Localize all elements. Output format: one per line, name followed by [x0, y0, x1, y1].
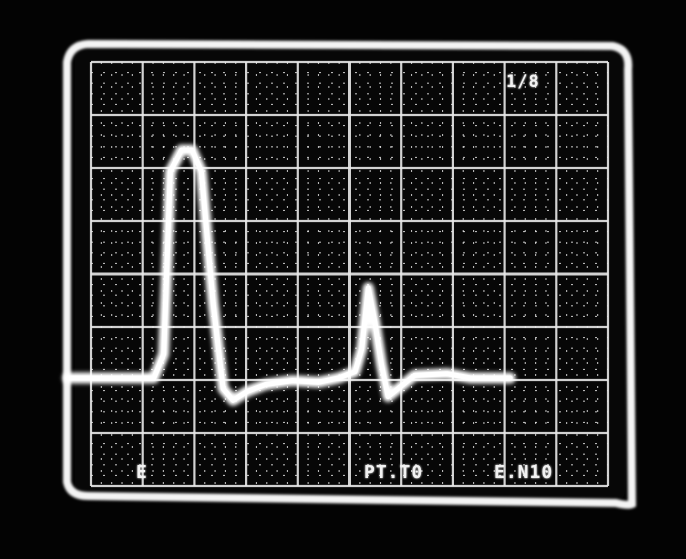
- time-division-readout: PT.T0: [364, 462, 424, 483]
- volts-division-readout: E.N10: [494, 462, 554, 483]
- corner-readout: 1/8: [506, 72, 540, 92]
- bezel-frame: [63, 39, 637, 509]
- photo-caption-strip: [22, 516, 662, 538]
- graticule-grid: [89, 60, 610, 488]
- signal-trace-core: [65, 147, 513, 403]
- channel-readout: E: [136, 462, 148, 483]
